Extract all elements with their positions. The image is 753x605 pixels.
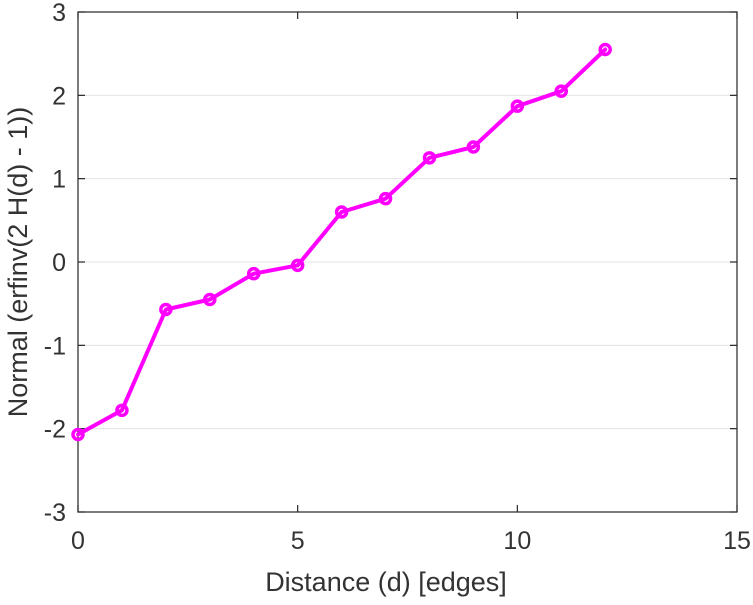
data-point	[378, 191, 393, 206]
series-layer	[71, 42, 612, 442]
x-axis-label: Distance (d) [edges]	[265, 567, 507, 597]
tick-layer: -3 -2 -1 0 1 2 3 0 5 10 15	[44, 0, 751, 555]
x-tick-label: 15	[723, 527, 751, 555]
data-point	[290, 258, 305, 273]
y-tick-label: 2	[52, 82, 66, 110]
x-tick-label: 5	[291, 527, 305, 555]
data-point	[466, 140, 481, 154]
grid-layer	[78, 94, 737, 430]
y-tick-label: 1	[52, 166, 66, 194]
data-point	[71, 427, 85, 442]
series-line	[76, 47, 608, 437]
y-tick-label: -3	[44, 499, 66, 527]
y-tick-label: 3	[52, 0, 66, 27]
y-tick-label: -1	[44, 332, 66, 360]
data-point	[598, 42, 612, 57]
y-tick-label: 0	[52, 249, 66, 277]
data-point	[334, 205, 349, 219]
data-point	[554, 84, 569, 98]
x-tick-label: 10	[503, 527, 531, 555]
data-point	[203, 292, 217, 307]
data-point	[510, 99, 525, 113]
data-point	[159, 302, 173, 317]
y-axis-label: Normal (erfinv(2 H(d) - 1))	[3, 107, 33, 418]
x-tick-label: 0	[71, 527, 85, 555]
data-point	[115, 403, 129, 418]
data-point	[246, 266, 261, 281]
y-tick-label: -2	[44, 416, 66, 444]
data-point	[422, 151, 437, 165]
